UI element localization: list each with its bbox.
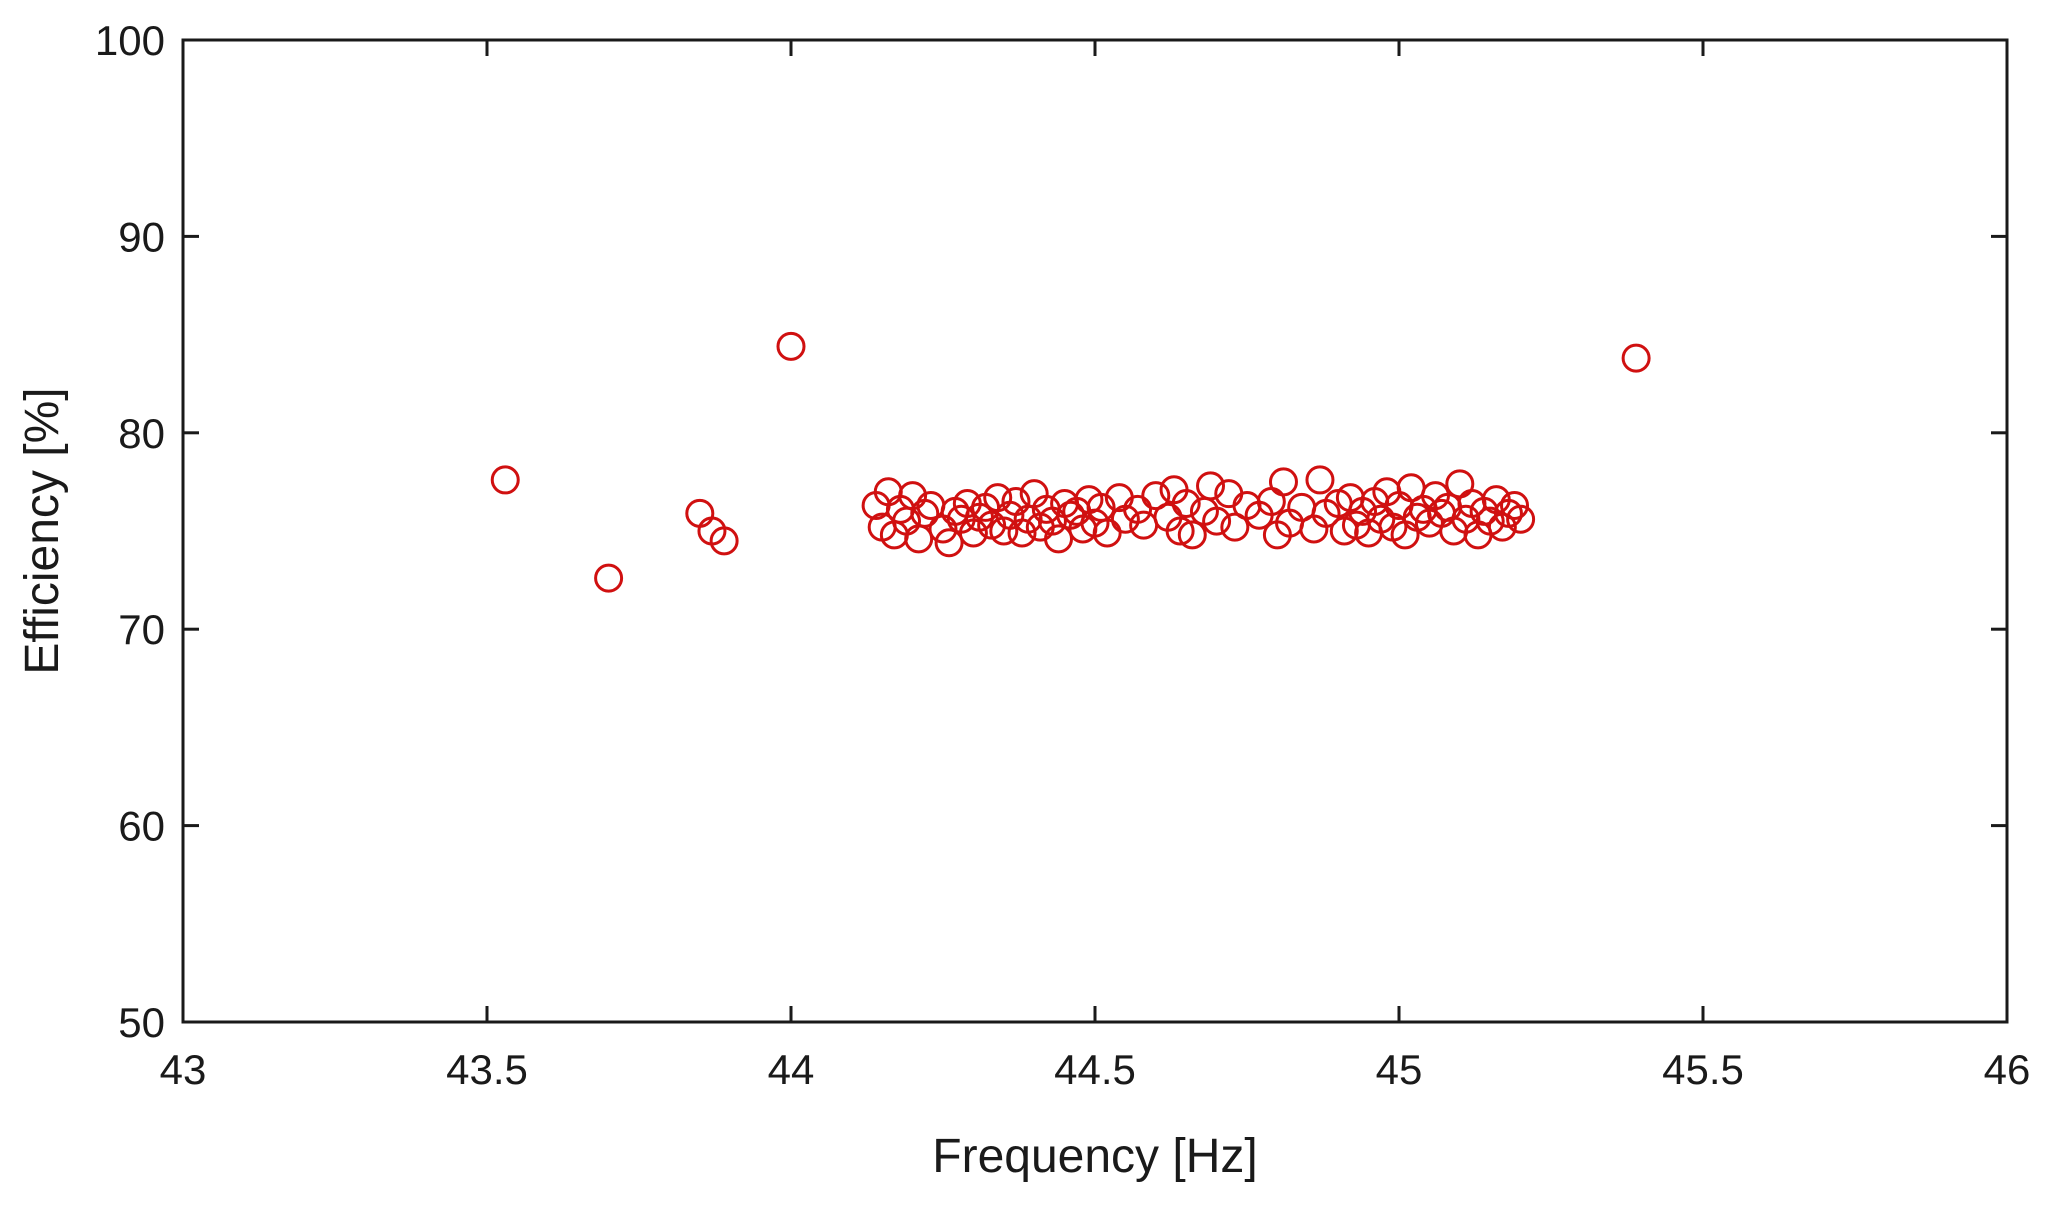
data-point: [1621, 343, 1651, 373]
data-point: [1007, 518, 1037, 548]
data-point: [934, 528, 964, 558]
data-point: [490, 465, 520, 495]
x-axis-title: Frequency [Hz]: [932, 1130, 1257, 1183]
data-point: [989, 516, 1019, 546]
data-point: [1202, 506, 1232, 536]
x-tick-label: 45: [1376, 1046, 1423, 1093]
x-axis-ticks: 43 43.5 44 44.5 45 45.5 46: [160, 40, 2031, 1093]
data-point: [685, 498, 715, 528]
data-point: [1141, 481, 1171, 511]
data-point: [1196, 471, 1226, 501]
data-point: [1123, 494, 1153, 524]
data-point: [1445, 469, 1475, 499]
data-point: [1506, 504, 1536, 534]
data-point: [1092, 518, 1122, 548]
data-point: [904, 524, 934, 554]
x-tick-label: 43.5: [446, 1046, 528, 1093]
data-point: [594, 563, 624, 593]
data-point: [776, 331, 806, 361]
y-tick-label: 70: [118, 606, 165, 653]
y-axis-title: Efficiency [%]: [16, 387, 69, 674]
y-tick-label: 100: [95, 17, 165, 64]
x-tick-label: 45.5: [1662, 1046, 1744, 1093]
x-tick-label: 46: [1984, 1046, 2031, 1093]
data-point: [958, 518, 988, 548]
data-point: [1500, 490, 1530, 520]
y-tick-label: 80: [118, 410, 165, 457]
data-point: [1044, 524, 1074, 554]
data-point: [1165, 516, 1195, 546]
data-point: [709, 526, 739, 556]
x-tick-label: 44.5: [1054, 1046, 1136, 1093]
data-point: [1171, 489, 1201, 519]
data-point: [1268, 467, 1298, 497]
data-point: [1487, 512, 1517, 542]
data-point: [1177, 520, 1207, 550]
y-axis-ticks: 50 60 70 80 90 100: [95, 17, 2007, 1046]
x-tick-label: 44: [768, 1046, 815, 1093]
data-point: [1305, 465, 1335, 495]
y-tick-label: 90: [118, 213, 165, 260]
data-point: [1129, 510, 1159, 540]
x-tick-label: 43: [160, 1046, 207, 1093]
data-points: [490, 331, 1651, 593]
y-tick-label: 60: [118, 803, 165, 850]
data-point: [1220, 512, 1250, 542]
data-point: [910, 498, 940, 528]
y-tick-label: 50: [118, 999, 165, 1046]
